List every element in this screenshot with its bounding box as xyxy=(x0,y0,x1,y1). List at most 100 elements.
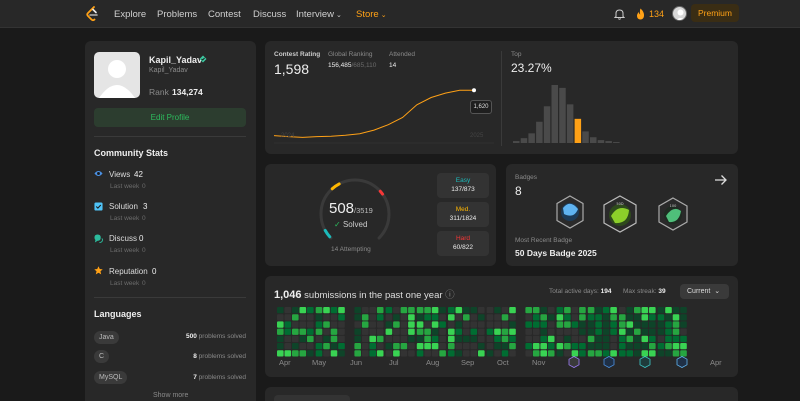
edit-profile-button[interactable]: Edit Profile xyxy=(94,108,246,127)
show-more-link[interactable]: Show more xyxy=(153,392,189,399)
heatmap-cell[interactable] xyxy=(680,328,687,335)
heatmap-cell[interactable] xyxy=(455,307,463,314)
heatmap-cell[interactable] xyxy=(408,307,415,314)
heatmap-cell[interactable] xyxy=(416,335,424,343)
heatmap-cell[interactable] xyxy=(509,335,516,343)
heatmap-cell[interactable] xyxy=(672,307,680,314)
heatmap-cell[interactable] xyxy=(540,350,547,357)
heatmap-cell[interactable] xyxy=(307,335,314,343)
heatmap-cell[interactable] xyxy=(470,335,478,343)
heatmap-cell[interactable] xyxy=(547,350,555,357)
heatmap-cell[interactable] xyxy=(649,335,656,343)
heatmap-cell[interactable] xyxy=(416,321,424,328)
heatmap-cell[interactable] xyxy=(579,343,586,350)
heatmap-cell[interactable] xyxy=(463,328,470,335)
heatmap-cell[interactable] xyxy=(610,350,617,357)
leetcode-logo-icon[interactable] xyxy=(85,6,99,22)
heatmap-cell[interactable] xyxy=(431,328,439,335)
heatmap-cell[interactable] xyxy=(330,321,338,328)
heatmap-cell[interactable] xyxy=(408,328,415,335)
heatmap-cell[interactable] xyxy=(376,335,384,343)
heatmap-cell[interactable] xyxy=(672,335,680,343)
heatmap-cell[interactable] xyxy=(494,321,501,328)
heatmap-cell[interactable] xyxy=(587,314,595,321)
heatmap-cell[interactable] xyxy=(501,314,509,321)
heatmap-cell[interactable] xyxy=(595,350,602,357)
heatmap-cell[interactable] xyxy=(571,314,579,321)
language-chip-c[interactable]: C xyxy=(94,350,110,363)
heatmap-cell[interactable] xyxy=(393,314,400,321)
heatmap-cell[interactable] xyxy=(649,350,656,357)
heatmap-cell[interactable] xyxy=(354,314,361,321)
heatmap-cell[interactable] xyxy=(470,321,478,328)
heatmap-cell[interactable] xyxy=(431,314,439,321)
heatmap-cell[interactable] xyxy=(369,335,376,343)
heatmap-cell[interactable] xyxy=(680,307,687,314)
heatmap-cell[interactable] xyxy=(424,335,431,343)
heatmap-cell[interactable] xyxy=(657,314,665,321)
heatmap-cell[interactable] xyxy=(323,307,330,314)
heatmap-cell[interactable] xyxy=(641,321,649,328)
heatmap-cell[interactable] xyxy=(547,335,555,343)
heatmap-cell[interactable] xyxy=(579,307,586,314)
heatmap-cell[interactable] xyxy=(408,350,415,357)
heatmap-cell[interactable] xyxy=(277,307,284,314)
heatmap-cell[interactable] xyxy=(547,343,555,350)
heatmap-cell[interactable] xyxy=(494,328,501,335)
heatmap-cell[interactable] xyxy=(400,350,408,357)
heatmap-cell[interactable] xyxy=(361,328,369,335)
heatmap-cell[interactable] xyxy=(571,328,579,335)
heatmap-cell[interactable] xyxy=(634,350,641,357)
heatmap-cell[interactable] xyxy=(307,314,314,321)
heatmap-cell[interactable] xyxy=(571,350,579,357)
submission-heatmap[interactable] xyxy=(277,307,731,357)
heatmap-cell[interactable] xyxy=(525,350,532,357)
heatmap-cell[interactable] xyxy=(641,314,649,321)
heatmap-cell[interactable] xyxy=(641,328,649,335)
heatmap-cell[interactable] xyxy=(602,314,610,321)
heatmap-cell[interactable] xyxy=(649,343,656,350)
heatmap-cell[interactable] xyxy=(277,343,284,350)
heatmap-cell[interactable] xyxy=(626,343,634,350)
heatmap-cell[interactable] xyxy=(315,335,323,343)
heatmap-cell[interactable] xyxy=(369,328,376,335)
heatmap-cell[interactable] xyxy=(626,350,634,357)
heatmap-cell[interactable] xyxy=(564,314,571,321)
heatmap-cell[interactable] xyxy=(369,350,376,357)
heatmap-cell[interactable] xyxy=(610,343,617,350)
heatmap-cell[interactable] xyxy=(361,343,369,350)
user-avatar[interactable] xyxy=(672,6,687,21)
heatmap-cell[interactable] xyxy=(634,321,641,328)
heatmap-cell[interactable] xyxy=(299,321,307,328)
heatmap-cell[interactable] xyxy=(486,321,494,328)
heatmap-cell[interactable] xyxy=(400,307,408,314)
heatmap-cell[interactable] xyxy=(509,314,516,321)
heatmap-cell[interactable] xyxy=(494,343,501,350)
heatmap-cell[interactable] xyxy=(634,307,641,314)
heatmap-cell[interactable] xyxy=(619,350,626,357)
heatmap-cell[interactable] xyxy=(448,335,455,343)
heatmap-cell[interactable] xyxy=(307,350,314,357)
fire-icon[interactable] xyxy=(636,8,645,20)
heatmap-cell[interactable] xyxy=(439,314,446,321)
tab-placeholder[interactable] xyxy=(274,395,350,401)
heatmap-cell[interactable] xyxy=(634,314,641,321)
heatmap-cell[interactable] xyxy=(564,328,571,335)
heatmap-cell[interactable] xyxy=(393,307,400,314)
heatmap-cell[interactable] xyxy=(292,350,299,357)
nav-contest[interactable]: Contest xyxy=(208,9,241,20)
heatmap-cell[interactable] xyxy=(330,328,338,335)
heatmap-cell[interactable] xyxy=(564,321,571,328)
heatmap-cell[interactable] xyxy=(509,321,516,328)
heatmap-cell[interactable] xyxy=(579,335,586,343)
heatmap-cell[interactable] xyxy=(376,343,384,350)
heatmap-cell[interactable] xyxy=(657,343,665,350)
heatmap-cell[interactable] xyxy=(672,314,680,321)
heatmap-cell[interactable] xyxy=(672,350,680,357)
heatmap-cell[interactable] xyxy=(338,314,345,321)
heatmap-cell[interactable] xyxy=(525,335,532,343)
heatmap-cell[interactable] xyxy=(455,335,463,343)
heatmap-cell[interactable] xyxy=(556,314,564,321)
heatmap-cell[interactable] xyxy=(509,350,516,357)
heatmap-cell[interactable] xyxy=(323,328,330,335)
